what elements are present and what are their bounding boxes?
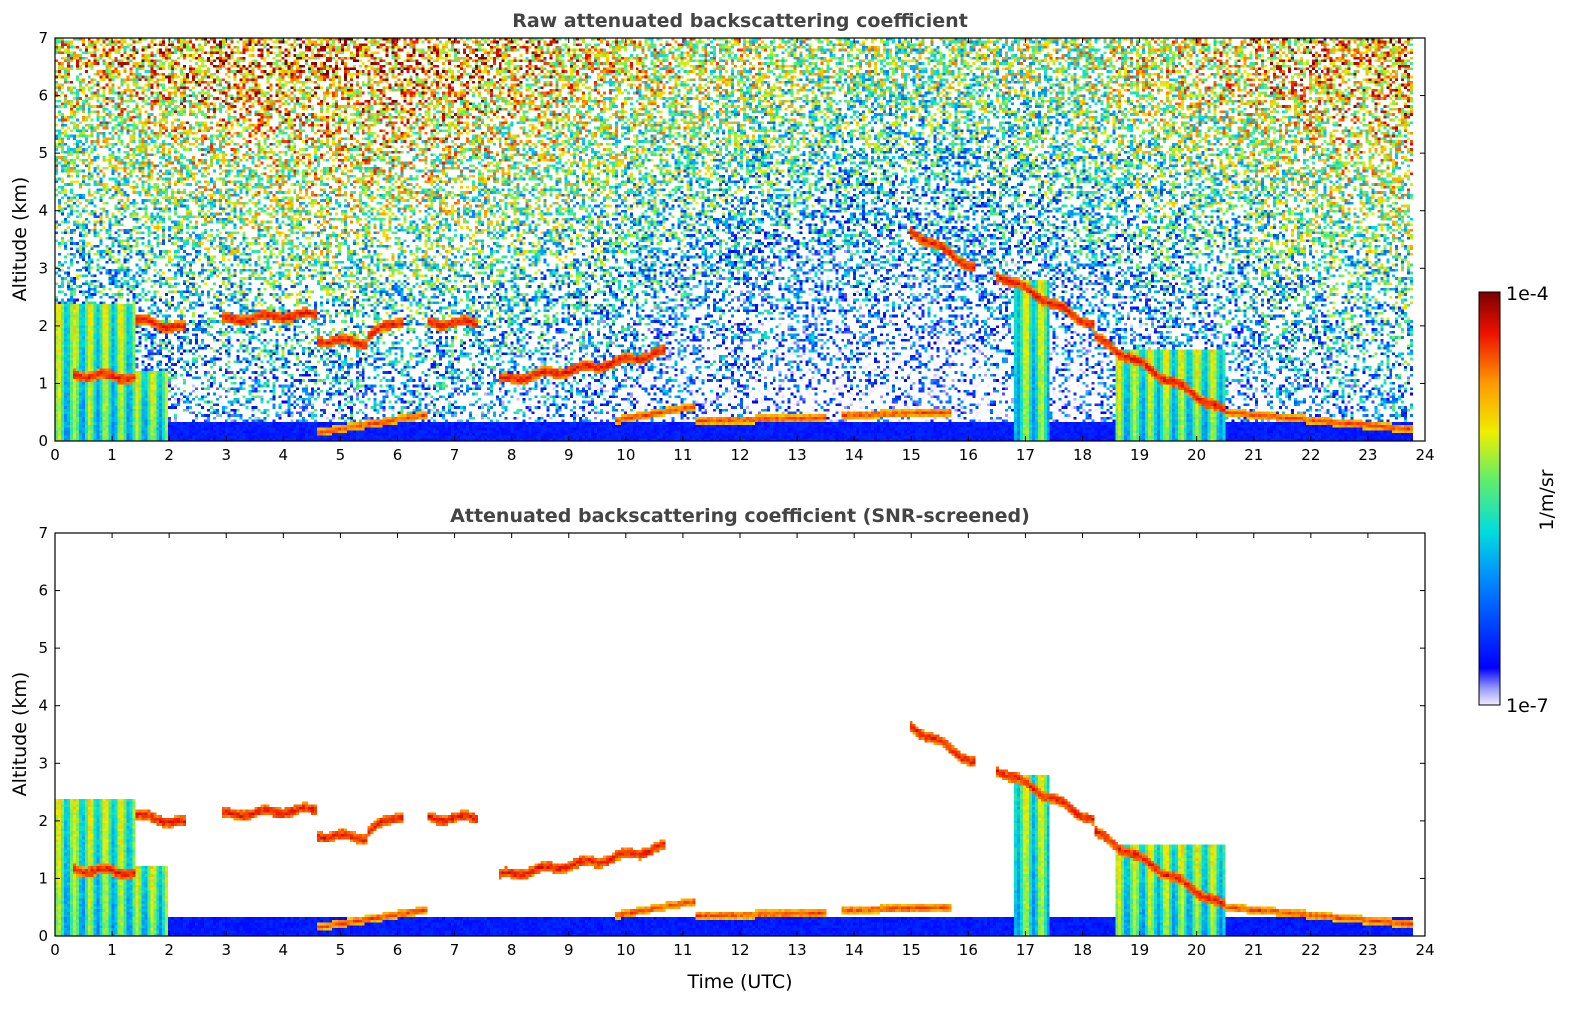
x-tick-label: 14 (845, 446, 864, 464)
y-tick-label: 7 (38, 524, 48, 542)
x-tick-label: 2 (164, 941, 174, 959)
x-tick-label: 4 (279, 446, 289, 464)
x-tick-label: 19 (1130, 446, 1149, 464)
colorbar-min-label: 1e-7 (1506, 695, 1549, 717)
x-tick-label: 13 (788, 446, 807, 464)
colorbar-max-label: 1e-4 (1506, 283, 1549, 305)
x-tick-label: 19 (1130, 941, 1149, 959)
colorbar: 1e-4 1e-7 1/m/sr (1478, 283, 1558, 717)
x-tick-label: 0 (50, 446, 60, 464)
y-tick-label: 3 (38, 259, 48, 277)
panel-1-y-ticks: 0 1 2 3 4 5 6 7 (38, 29, 1425, 450)
y-tick-label: 0 (38, 432, 48, 450)
y-tick-label: 5 (38, 144, 48, 162)
x-tick-label: 21 (1244, 941, 1263, 959)
x-tick-label: 22 (1301, 446, 1320, 464)
y-tick-label: 5 (38, 639, 48, 657)
x-axis-label: Time (UTC) (686, 971, 792, 993)
x-tick-label: 4 (279, 941, 289, 959)
y-tick-label: 7 (38, 29, 48, 47)
panel-1-x-ticks: 0 1 2 3 4 5 6 7 8 9 10 11 12 13 14 15 16 17 18 19 20 21 22 23 24 (50, 38, 1435, 464)
x-tick-label: 18 (1073, 941, 1092, 959)
panel-2-title: Attenuated backscattering coefficient (S… (450, 505, 1030, 527)
y-tick-label: 4 (38, 202, 48, 220)
x-tick-label: 0 (50, 941, 60, 959)
x-tick-label: 9 (564, 446, 574, 464)
panel-1-title: Raw attenuated backscattering coefficien… (512, 10, 968, 32)
x-tick-label: 6 (393, 941, 403, 959)
x-tick-label: 6 (393, 446, 403, 464)
x-tick-label: 3 (221, 446, 231, 464)
x-tick-label: 10 (616, 941, 635, 959)
x-tick-label: 23 (1358, 446, 1377, 464)
x-tick-label: 24 (1415, 446, 1434, 464)
panel-1-y-label: Altitude (km) (9, 177, 31, 302)
y-tick-label: 3 (38, 754, 48, 772)
x-tick-label: 11 (673, 446, 692, 464)
colorbar-gradient (1478, 291, 1501, 706)
x-tick-label: 20 (1187, 941, 1206, 959)
x-tick-label: 1 (107, 941, 117, 959)
y-tick-label: 6 (38, 582, 48, 600)
y-tick-label: 0 (38, 927, 48, 945)
x-tick-label: 16 (959, 941, 978, 959)
x-tick-label: 15 (902, 941, 921, 959)
x-tick-label: 13 (788, 941, 807, 959)
x-tick-label: 12 (730, 941, 749, 959)
x-tick-label: 7 (450, 446, 460, 464)
panel-2-y-label: Altitude (km) (9, 672, 31, 797)
x-tick-label: 23 (1358, 941, 1377, 959)
y-tick-label: 6 (38, 87, 48, 105)
x-tick-label: 15 (902, 446, 921, 464)
x-tick-label: 24 (1415, 941, 1434, 959)
x-tick-label: 1 (107, 446, 117, 464)
x-tick-label: 22 (1301, 941, 1320, 959)
x-tick-label: 2 (164, 446, 174, 464)
x-tick-label: 16 (959, 446, 978, 464)
panel-2-x-ticks: 0 1 2 3 4 5 6 7 8 9 10 11 12 13 14 15 16 17 18 19 20 21 22 23 24 (50, 533, 1435, 959)
x-tick-label: 12 (730, 446, 749, 464)
heatmap-raster (55, 533, 1425, 936)
x-tick-label: 11 (673, 941, 692, 959)
y-tick-label: 2 (38, 317, 48, 335)
x-tick-label: 8 (507, 941, 517, 959)
panel-2-y-ticks: 0 1 2 3 4 5 6 7 (38, 524, 1425, 945)
y-tick-label: 1 (38, 869, 48, 887)
x-tick-label: 5 (336, 941, 346, 959)
x-tick-label: 17 (1016, 941, 1035, 959)
y-tick-label: 1 (38, 374, 48, 392)
x-tick-label: 10 (616, 446, 635, 464)
panel-2-heatmap (55, 533, 1425, 936)
y-tick-label: 2 (38, 812, 48, 830)
x-tick-label: 7 (450, 941, 460, 959)
x-tick-label: 21 (1244, 446, 1263, 464)
panel-1-heatmap (55, 38, 1425, 441)
x-tick-label: 9 (564, 941, 574, 959)
heatmap-raster (55, 38, 1425, 441)
x-tick-label: 20 (1187, 446, 1206, 464)
panel-raw-backscatter: Raw attenuated backscattering coefficien… (9, 10, 1435, 464)
x-tick-label: 14 (845, 941, 864, 959)
colorbar-unit-label: 1/m/sr (1536, 469, 1558, 530)
x-tick-label: 18 (1073, 446, 1092, 464)
x-tick-label: 5 (336, 446, 346, 464)
y-tick-label: 4 (38, 697, 48, 715)
x-tick-label: 8 (507, 446, 517, 464)
x-tick-label: 17 (1016, 446, 1035, 464)
panel-screened-backscatter: Attenuated backscattering coefficient (S… (9, 505, 1435, 993)
x-tick-label: 3 (221, 941, 231, 959)
